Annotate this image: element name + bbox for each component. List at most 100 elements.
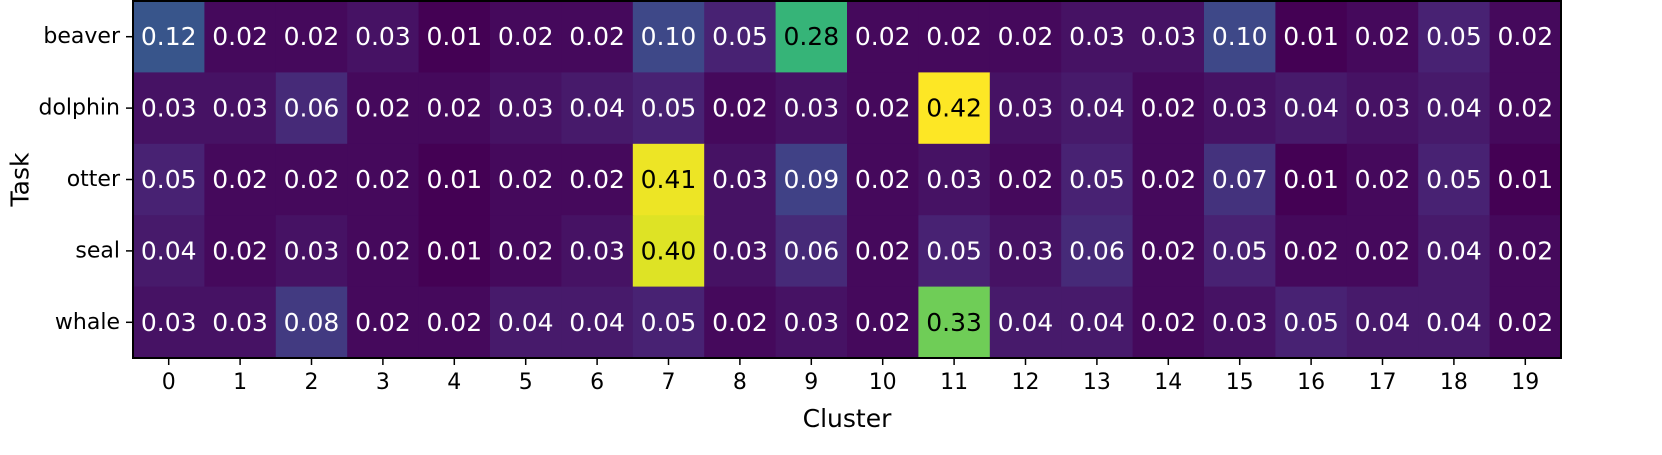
heatmap-cell-label: 0.03 bbox=[783, 308, 839, 337]
heatmap-cell-label: 0.04 bbox=[1426, 308, 1482, 337]
heatmap-cell bbox=[418, 215, 491, 288]
heatmap-cell-label: 0.02 bbox=[926, 22, 982, 51]
x-tick-label: 11 bbox=[940, 370, 968, 395]
heatmap-cell-label: 0.05 bbox=[1426, 165, 1482, 194]
heatmap-cell-label: 0.03 bbox=[926, 165, 982, 194]
heatmap-cell-label: 0.02 bbox=[1497, 236, 1553, 265]
heatmap-cells bbox=[133, 1, 1562, 359]
heatmap-cell-label: 0.02 bbox=[426, 94, 482, 123]
heatmap-cell-label: 0.02 bbox=[855, 308, 911, 337]
heatmap-cell-label: 0.02 bbox=[1497, 22, 1553, 51]
heatmap-cell bbox=[490, 143, 562, 216]
heatmap-cell bbox=[775, 143, 848, 216]
heatmap-cell bbox=[989, 215, 1062, 288]
heatmap-cell-label: 0.02 bbox=[1497, 308, 1553, 337]
heatmap-cell bbox=[1132, 72, 1205, 145]
heatmap-cell bbox=[1132, 1, 1205, 73]
heatmap-cell bbox=[204, 286, 277, 359]
heatmap-cell bbox=[1132, 215, 1205, 288]
heatmap-cell-label: 0.02 bbox=[1355, 22, 1411, 51]
heatmap-cell-label: 0.02 bbox=[1497, 94, 1553, 123]
heatmap-cell-label: 0.04 bbox=[1069, 94, 1125, 123]
heatmap-cell bbox=[918, 215, 991, 288]
heatmap-cell bbox=[275, 143, 348, 216]
heatmap-cell bbox=[775, 72, 848, 145]
heatmap-cell-label: 0.05 bbox=[1283, 308, 1339, 337]
x-tick-label: 2 bbox=[305, 370, 319, 395]
heatmap-cell bbox=[1418, 215, 1491, 288]
heatmap-cell bbox=[1346, 286, 1419, 359]
heatmap-cell bbox=[347, 143, 420, 216]
heatmap-cell bbox=[418, 72, 491, 145]
heatmap-cell bbox=[1346, 143, 1419, 216]
heatmap-cell bbox=[632, 72, 705, 145]
heatmap-cell-label: 0.05 bbox=[926, 236, 982, 265]
heatmap-cell-label: 0.05 bbox=[1069, 165, 1125, 194]
heatmap-cell-label: 0.01 bbox=[426, 22, 482, 51]
heatmap-cell-label: 0.01 bbox=[1283, 165, 1339, 194]
heatmap-cell bbox=[561, 72, 634, 145]
x-tick-label: 12 bbox=[1012, 370, 1040, 395]
heatmap-cell-label: 0.04 bbox=[1069, 308, 1125, 337]
heatmap-cell bbox=[1204, 72, 1276, 145]
heatmap-cell-label: 0.05 bbox=[1426, 22, 1482, 51]
heatmap-cell-label: 0.03 bbox=[1140, 22, 1196, 51]
heatmap-cell-label: 0.02 bbox=[1283, 236, 1339, 265]
heatmap-cell-label: 0.04 bbox=[1283, 94, 1339, 123]
heatmap-cell bbox=[1132, 143, 1205, 216]
x-tick-label: 15 bbox=[1226, 370, 1254, 395]
heatmap-cell-label: 0.05 bbox=[712, 22, 768, 51]
heatmap-cell bbox=[632, 143, 705, 216]
heatmap-cell-label: 0.02 bbox=[355, 236, 411, 265]
y-axis-label: Task bbox=[6, 152, 35, 207]
y-tick-label: seal bbox=[75, 238, 120, 263]
x-tick-label: 5 bbox=[519, 370, 533, 395]
heatmap-cell bbox=[704, 143, 777, 216]
heatmap-cell bbox=[561, 1, 634, 73]
heatmap-cell-label: 0.03 bbox=[712, 236, 768, 265]
heatmap-cell-label: 0.04 bbox=[569, 308, 625, 337]
heatmap-cell-label: 0.04 bbox=[1426, 94, 1482, 123]
heatmap-cell-label: 0.03 bbox=[712, 165, 768, 194]
heatmap-cell bbox=[1204, 286, 1276, 359]
x-tick-label: 1 bbox=[233, 370, 247, 395]
heatmap-cell-label: 0.02 bbox=[498, 22, 554, 51]
y-tick-label: whale bbox=[55, 310, 120, 335]
heatmap-cell-label: 0.03 bbox=[355, 22, 411, 51]
heatmap-cell bbox=[133, 143, 205, 216]
heatmap-cell bbox=[918, 286, 991, 359]
x-axis-ticks: 0 1 2 3 4 5 6 7 8 9 10 11 12 13 14 15 16 17 18 19 bbox=[162, 358, 1539, 395]
heatmap-cell-labels: 0.12 0.02 0.02 0.03 0.01 0.02 0.02 0.10 0.05 0.28… bbox=[141, 22, 1553, 337]
heatmap-cell bbox=[989, 143, 1062, 216]
heatmap-cell-label: 0.10 bbox=[641, 22, 697, 51]
heatmap-cell-label: 0.02 bbox=[355, 308, 411, 337]
heatmap-cell-label: 0.33 bbox=[926, 308, 982, 337]
heatmap-cell-label: 0.04 bbox=[498, 308, 554, 337]
x-tick-label: 0 bbox=[162, 370, 176, 395]
heatmap-cell-label: 0.02 bbox=[855, 236, 911, 265]
heatmap-cell-label: 0.09 bbox=[783, 165, 839, 194]
heatmap-cell-label: 0.03 bbox=[998, 94, 1054, 123]
heatmap-cell bbox=[275, 72, 348, 145]
heatmap-cell-label: 0.03 bbox=[1355, 94, 1411, 123]
x-tick-label: 14 bbox=[1154, 370, 1182, 395]
x-tick-label: 3 bbox=[376, 370, 390, 395]
heatmap-cell bbox=[1204, 215, 1276, 288]
heatmap-cell bbox=[1275, 1, 1348, 73]
heatmap-cell-label: 0.01 bbox=[1283, 22, 1339, 51]
heatmap-cell-label: 0.06 bbox=[1069, 236, 1125, 265]
heatmap-cell bbox=[1418, 143, 1491, 216]
heatmap-cell bbox=[632, 1, 705, 73]
heatmap-cell bbox=[1275, 143, 1348, 216]
heatmap-cell bbox=[847, 215, 919, 288]
x-tick-label: 16 bbox=[1297, 370, 1325, 395]
heatmap-cell bbox=[1204, 143, 1276, 216]
heatmap-cell-label: 0.04 bbox=[998, 308, 1054, 337]
heatmap-cell-label: 0.28 bbox=[783, 22, 839, 51]
heatmap-cell bbox=[989, 72, 1062, 145]
heatmap-cell-label: 0.02 bbox=[998, 165, 1054, 194]
heatmap-cell-label: 0.06 bbox=[783, 236, 839, 265]
x-tick-label: 17 bbox=[1369, 370, 1397, 395]
heatmap-cell bbox=[1061, 1, 1134, 73]
heatmap-cell-label: 0.03 bbox=[498, 94, 554, 123]
